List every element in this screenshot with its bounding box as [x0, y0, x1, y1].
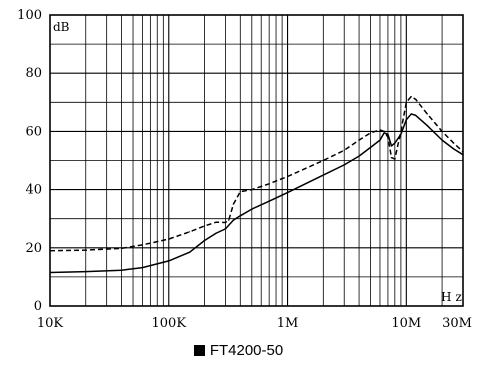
data-point [405, 101, 407, 103]
y-tick-label: 40 [25, 183, 42, 198]
y-tick-label: 100 [17, 8, 42, 23]
data-point [120, 247, 123, 249]
data-point [383, 130, 385, 132]
data-point [232, 203, 234, 205]
x-tick-label: 10M [391, 316, 421, 331]
x-tick-label: 10K [37, 316, 64, 331]
data-point [224, 228, 227, 230]
data-point [268, 200, 270, 202]
y-tick-label: 80 [25, 66, 42, 81]
data-point [168, 260, 170, 262]
data-point [168, 238, 170, 240]
data-point [369, 132, 372, 134]
data-point [390, 156, 393, 159]
data-point [383, 132, 385, 134]
plot-frame [49, 14, 464, 307]
data-point [232, 219, 234, 221]
data-point [251, 189, 253, 191]
y-tick-label: 0 [34, 299, 42, 314]
data-point [441, 130, 443, 132]
series-line-dashed [49, 95, 464, 252]
data-point [405, 119, 407, 121]
data-point [343, 164, 345, 166]
data-point [120, 269, 123, 271]
data-point [85, 249, 87, 251]
x-tick-label: 100K [152, 316, 187, 331]
data-point [426, 113, 428, 115]
chart-series [49, 95, 464, 274]
data-point [85, 271, 87, 273]
data-point [410, 95, 412, 98]
data-point [215, 232, 217, 234]
data-point [343, 149, 345, 151]
data-point [441, 139, 443, 141]
data-point [189, 231, 191, 233]
data-point [369, 146, 372, 149]
x-tick-label: 1M [277, 316, 299, 331]
y-axis-unit: dB [53, 20, 70, 34]
data-point [410, 113, 412, 115]
data-point [189, 251, 191, 253]
x-tick-label: 30M [442, 316, 472, 331]
data-point [452, 142, 455, 144]
y-tick-label: 20 [25, 241, 42, 256]
data-point [286, 191, 289, 194]
data-point [426, 124, 428, 127]
data-point [415, 114, 417, 116]
data-point [358, 139, 360, 141]
data-point [215, 221, 217, 223]
data-point [400, 133, 402, 135]
data-point [415, 98, 417, 100]
data-point [379, 129, 381, 131]
chart-grid [50, 15, 463, 306]
data-point [141, 244, 144, 246]
data-point [358, 155, 360, 157]
series-dashed [49, 95, 464, 252]
data-point [322, 159, 324, 162]
data-point [286, 175, 289, 178]
data-point [452, 148, 455, 150]
data-point [224, 221, 227, 224]
legend: FT4200-50 [0, 342, 477, 359]
data-point [390, 145, 393, 147]
data-point [268, 183, 270, 185]
legend-label: FT4200-50 [209, 342, 284, 359]
data-point [394, 158, 396, 160]
y-axis-ticks: 0 20 40 60 80 100 [17, 8, 42, 314]
data-point [228, 219, 230, 221]
legend-square-icon [193, 345, 205, 356]
data-point [322, 174, 324, 176]
data-point [141, 266, 144, 269]
data-point [239, 215, 241, 217]
data-point [379, 139, 381, 141]
x-axis-ticks: 10K 100K 1M 10M 30M [37, 316, 472, 331]
data-point [394, 142, 396, 144]
series-solid [49, 113, 464, 274]
data-point [239, 191, 241, 193]
data-point [387, 133, 389, 135]
x-axis-unit: Hz [441, 290, 466, 304]
y-tick-label: 60 [25, 124, 42, 139]
data-point [203, 239, 206, 242]
data-point [251, 208, 253, 210]
data-point [203, 225, 206, 227]
